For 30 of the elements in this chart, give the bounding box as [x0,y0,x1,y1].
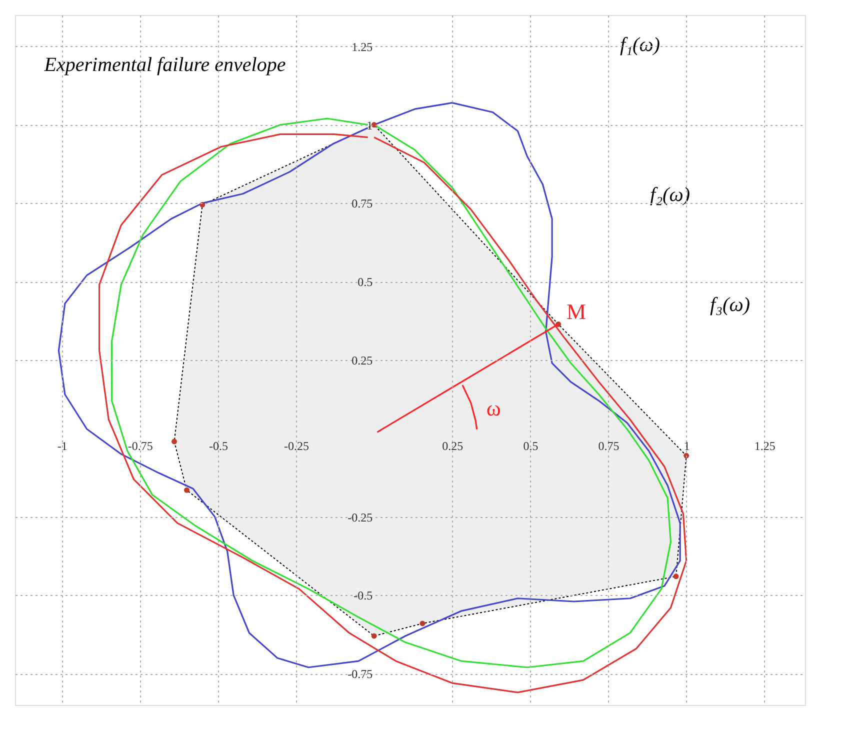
x-tick-label: 0.5 [523,438,538,453]
y-tick-label: 0.5 [358,275,373,290]
x-tick-label: 1.25 [754,438,776,453]
annotation: Experimental failure envelope [43,54,286,76]
series-label: M [566,299,586,324]
point [200,202,206,208]
annotation: f₃(ω) [710,294,750,316]
y-tick-label: -0.75 [348,667,373,682]
point [184,487,190,493]
point [673,574,679,580]
x-tick-label: 0.25 [442,438,464,453]
y-tick-label: 0.25 [352,354,373,368]
x-tick-label: -1 [57,438,68,453]
y-tick-label: -0.25 [348,510,373,524]
x-tick-label: 1 [684,438,690,453]
line-series [462,384,478,430]
x-tick-label: -0.5 [208,438,228,453]
point [371,633,377,639]
y-tick-label: 1.25 [352,40,373,54]
point [172,438,177,444]
point [420,620,426,626]
point [684,452,690,458]
x-tick-label: 0.75 [598,438,620,453]
y-tick-label: -0.5 [354,588,373,603]
x-tick-label: -0.75 [128,438,153,453]
annotation: f₁(ω) [620,34,660,56]
annotation: f₂(ω) [650,184,690,206]
y-tick-label: 0.75 [352,196,373,211]
series-label: ω [486,396,501,421]
x-tick-label: -0.25 [284,438,310,453]
